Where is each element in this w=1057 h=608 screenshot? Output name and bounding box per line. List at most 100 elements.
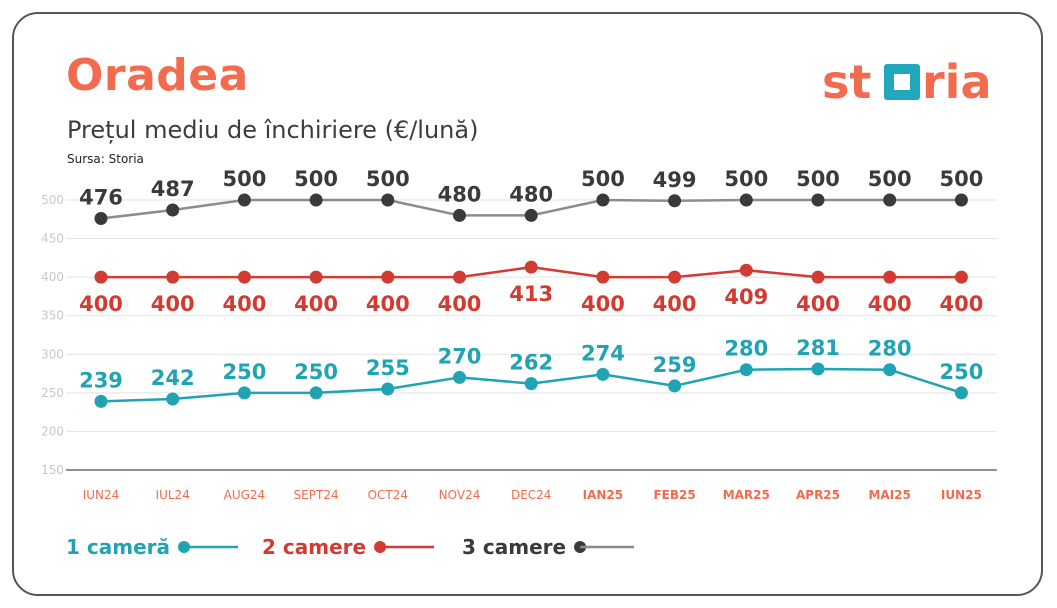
data-point <box>381 270 395 284</box>
data-point <box>596 270 610 284</box>
data-label: 409 <box>724 285 768 309</box>
data-label: 500 <box>581 167 625 191</box>
legend-label: 1 cameră <box>66 535 170 559</box>
data-label: 281 <box>796 336 840 360</box>
data-point <box>596 367 610 381</box>
data-point <box>883 363 897 377</box>
data-label: 250 <box>294 360 338 384</box>
data-label: 499 <box>653 168 697 192</box>
data-label: 255 <box>366 356 410 380</box>
data-point <box>453 208 466 222</box>
data-point <box>94 394 108 408</box>
data-label: 487 <box>151 177 195 201</box>
y-tick-label: 150 <box>41 463 64 477</box>
data-point <box>94 270 108 284</box>
data-point <box>94 212 108 226</box>
x-tick-label: AUG24 <box>224 488 266 502</box>
data-label: 250 <box>939 360 983 384</box>
data-label: 280 <box>868 337 912 361</box>
x-tick-label: IUN24 <box>83 488 120 502</box>
data-label: 500 <box>868 167 912 191</box>
x-tick-label: OCT24 <box>368 488 408 502</box>
data-label: 500 <box>724 167 768 191</box>
data-label: 400 <box>438 292 482 316</box>
data-label: 274 <box>581 341 625 365</box>
data-point <box>237 193 251 207</box>
data-label: 242 <box>151 366 195 390</box>
data-label: 480 <box>509 182 553 206</box>
data-point <box>524 377 538 391</box>
data-point <box>596 193 610 207</box>
data-point <box>739 193 753 207</box>
data-point <box>381 382 395 396</box>
data-point <box>954 386 968 400</box>
y-tick-label: 200 <box>41 424 64 438</box>
data-point <box>739 263 753 277</box>
x-tick-label: APR25 <box>796 488 840 502</box>
data-label: 500 <box>366 167 410 191</box>
data-point <box>668 270 682 284</box>
x-tick-label: IAN25 <box>583 488 624 502</box>
y-tick-label: 450 <box>41 232 64 246</box>
data-point <box>954 270 968 284</box>
data-point <box>166 392 180 406</box>
data-point <box>237 386 251 400</box>
x-tick-label: SEPT24 <box>294 488 339 502</box>
data-point <box>453 370 466 384</box>
data-label: 400 <box>366 292 410 316</box>
y-tick-label: 350 <box>41 309 64 323</box>
data-label: 262 <box>509 351 553 375</box>
data-label: 500 <box>939 167 983 191</box>
y-tick-label: 400 <box>41 270 64 284</box>
data-point <box>811 362 825 376</box>
data-point <box>668 194 682 208</box>
data-label: 400 <box>222 292 266 316</box>
data-label: 480 <box>438 182 482 206</box>
y-tick-label: 500 <box>41 193 64 207</box>
data-label: 400 <box>151 292 195 316</box>
y-tick-label: 250 <box>41 386 64 400</box>
x-tick-label: FEB25 <box>653 488 695 502</box>
data-point <box>381 193 395 207</box>
data-point <box>739 363 753 377</box>
data-point <box>309 193 323 207</box>
data-point <box>309 270 323 284</box>
data-label: 400 <box>939 292 983 316</box>
x-tick-label: MAI25 <box>868 488 910 502</box>
data-label: 500 <box>796 167 840 191</box>
data-point <box>883 270 897 284</box>
data-label: 400 <box>653 292 697 316</box>
data-label: 259 <box>653 353 697 377</box>
x-tick-label: IUN25 <box>941 488 982 502</box>
logo-text-st: st <box>822 55 871 109</box>
x-tick-label: NOV24 <box>439 488 481 502</box>
logo-text-ria: ria <box>922 55 992 109</box>
data-point <box>524 208 538 222</box>
legend-label: 2 camere <box>262 535 366 559</box>
data-point <box>453 270 466 284</box>
data-point <box>883 193 897 207</box>
data-point <box>524 260 538 274</box>
legend-label: 3 camere <box>462 535 566 559</box>
data-label: 400 <box>581 292 625 316</box>
data-point <box>668 379 682 393</box>
data-label: 413 <box>509 282 553 306</box>
x-tick-label: MAR25 <box>723 488 770 502</box>
data-point <box>811 270 825 284</box>
data-point <box>309 386 323 400</box>
data-label: 400 <box>294 292 338 316</box>
data-label: 400 <box>868 292 912 316</box>
data-point <box>811 193 825 207</box>
data-point <box>166 270 180 284</box>
data-label: 500 <box>222 167 266 191</box>
chart-card <box>12 12 1043 596</box>
data-label: 239 <box>79 368 123 392</box>
logo-square-hole <box>894 74 910 90</box>
chart-subtitle: Prețul mediu de închiriere (€/lună) <box>67 116 479 144</box>
data-label: 270 <box>438 344 482 368</box>
data-label: 280 <box>724 337 768 361</box>
data-label: 250 <box>222 360 266 384</box>
source-note: Sursa: Storia <box>67 152 144 166</box>
y-tick-label: 300 <box>41 347 64 361</box>
